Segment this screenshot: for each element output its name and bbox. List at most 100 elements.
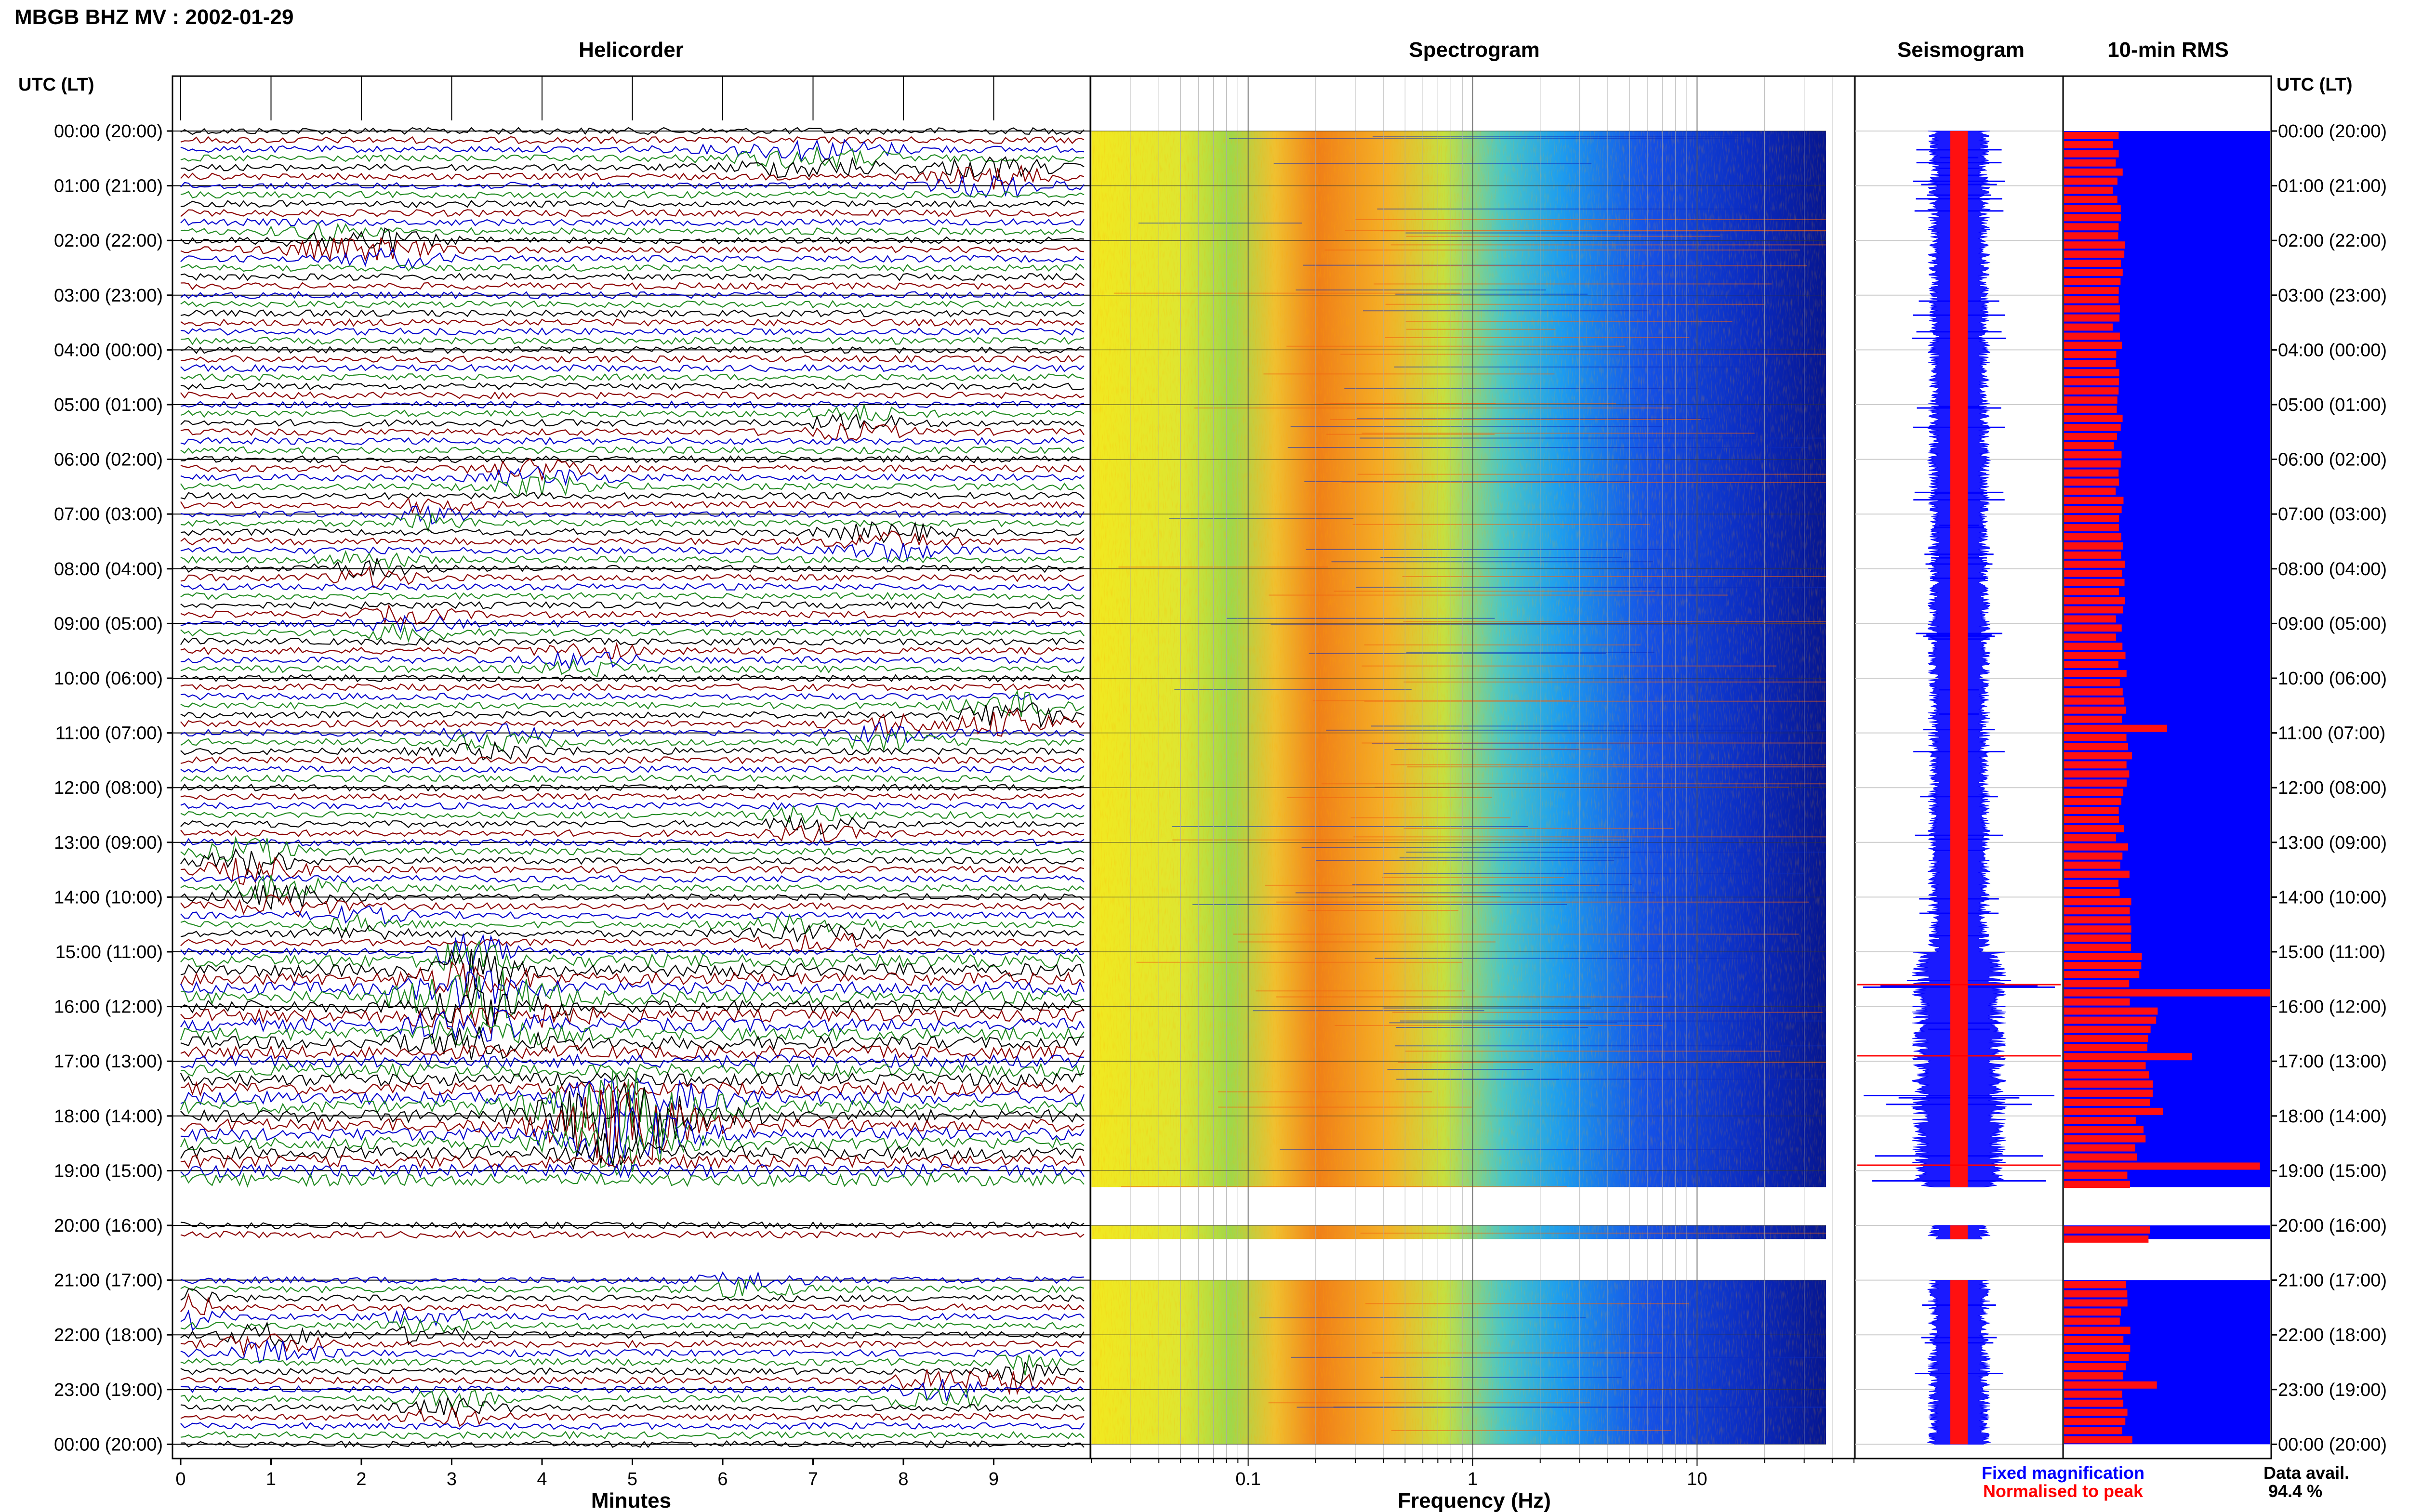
rms-bar (2064, 332, 2120, 340)
helicorder-trace-line (180, 1308, 1085, 1331)
rms-bar (2064, 1053, 2192, 1061)
rms-bar (2064, 633, 2117, 641)
helicorder-trace-line (180, 1230, 1085, 1239)
rms-bar (2064, 277, 2121, 285)
helicorder-trace-line (180, 291, 1085, 300)
helicorder-trace-line (180, 282, 1085, 290)
time-tick-label-right: 19:00 (15:00) (2278, 1161, 2387, 1181)
rms-bar (2064, 186, 2113, 194)
time-tick-label-left: 12:00 (08:00) (54, 778, 163, 798)
rms-bar (2064, 1107, 2163, 1115)
helicorder-trace-line (180, 884, 1085, 911)
rms-bar (2064, 597, 2125, 605)
time-tick-label-right: 09:00 (05:00) (2278, 614, 2387, 634)
helicorder-trace-line (180, 756, 1085, 765)
rms-bar (2064, 1363, 2126, 1370)
helicorder-trace-line (180, 604, 1085, 625)
time-tick-label-left: 19:00 (15:00) (54, 1161, 163, 1181)
time-tick-label-left: 00:00 (20:00) (54, 121, 163, 142)
helicorder-trace-line (180, 689, 1085, 717)
helicorder-trace-line (180, 1172, 1085, 1188)
rms-bar (2064, 789, 2124, 796)
helicorder-trace-line (180, 1019, 1085, 1046)
helicorder-trace-line (180, 838, 1085, 847)
rms-bar (2064, 177, 2118, 185)
seismogram-traces (1857, 131, 2061, 1445)
helicorder-trace-line (180, 592, 1085, 601)
rms-bar (2064, 469, 2119, 477)
time-tick-label-left: 07:00 (03:00) (54, 504, 163, 525)
helicorder-trace-line (180, 1124, 1085, 1176)
rms-bar (2064, 241, 2125, 249)
time-tick-label-right: 17:00 (13:00) (2278, 1052, 2387, 1072)
rms-bar (2064, 752, 2132, 760)
helicorder-trace-line (180, 191, 1085, 199)
rms-bar (2064, 423, 2121, 431)
helicorder-trace-line (180, 949, 1085, 991)
rms-bar (2064, 1162, 2260, 1170)
helicorder-trace-line (180, 1026, 1085, 1060)
rms-bar (2064, 807, 2119, 814)
rms-bar (2064, 934, 2131, 942)
rms-bar (2064, 1345, 2131, 1353)
rms-bars (2064, 131, 2270, 1445)
rms-bar (2064, 1117, 2136, 1124)
helicorder-trace-line (180, 1293, 1085, 1315)
rms-bar (2064, 542, 2123, 550)
helicorder-trace-line (180, 815, 1085, 835)
helicorder-trace-line (180, 1003, 1085, 1034)
rms-bar (2064, 196, 2118, 203)
rms-bar (2064, 569, 2122, 577)
helicorder-trace-line (180, 874, 1085, 883)
rms-bar (2064, 1098, 2150, 1106)
rms-bar (2064, 260, 2121, 267)
helicorder-trace-line (180, 156, 1085, 180)
rms-bar (2064, 1135, 2146, 1143)
rms-bar (2064, 396, 2118, 404)
time-tick-label-right: 00:00 (20:00) (2278, 121, 2387, 142)
rms-bar (2064, 615, 2116, 623)
helicorder-trace-line (180, 421, 1085, 441)
time-tick-label-right: 10:00 (06:00) (2278, 669, 2387, 689)
helicorder-trace-line (180, 802, 1085, 810)
helicorder-trace-line (180, 848, 1085, 877)
rms-bar (2064, 953, 2142, 960)
helicorder-grid (172, 76, 1090, 1445)
rms-bar (2064, 524, 2119, 532)
rms-bar (2064, 1226, 2150, 1234)
helicorder-x-tick-label: 8 (898, 1469, 908, 1489)
time-tick-label-left: 08:00 (04:00) (54, 559, 163, 579)
time-tick-label-right: 04:00 (00:00) (2278, 340, 2387, 360)
helicorder-trace-line (180, 466, 1085, 487)
helicorder-x-label: Minutes (591, 1489, 671, 1512)
rms-bar (2064, 1126, 2144, 1133)
time-tick-label-right: 03:00 (23:00) (2278, 286, 2387, 306)
rms-bar (2064, 1181, 2130, 1188)
helicorder-trace-line (180, 237, 1085, 262)
rms-bar (2064, 1408, 2128, 1416)
legend-normalised-to-peak: Normalised to peak (1983, 1481, 2144, 1501)
seismogram-normalised-trace (1950, 1280, 1968, 1445)
rms-bar (2064, 1399, 2124, 1407)
rms-bar (2064, 1390, 2122, 1398)
rms-bar (2064, 387, 2119, 395)
helicorder-trace-line (180, 730, 1085, 753)
time-tick-label-right: 12:00 (08:00) (2278, 778, 2387, 798)
helicorder-trace-line (180, 346, 1085, 354)
helicorder-trace-line (180, 905, 1085, 924)
rms-bar (2064, 132, 2119, 139)
helicorder-trace-line (180, 474, 1085, 498)
rms-bar (2064, 1071, 2149, 1079)
helicorder-trace-line (180, 327, 1085, 336)
helicorder-trace-line (180, 856, 1085, 885)
spectrogram-texture (1091, 131, 1826, 1187)
helicorder-trace-line (180, 740, 1085, 761)
time-tick-label-left: 11:00 (07:00) (55, 723, 163, 744)
helicorder-trace-line (180, 622, 1085, 643)
rms-bar (2064, 1436, 2132, 1444)
helicorder-trace-line (180, 263, 1085, 272)
helicorder-trace-line (180, 565, 1085, 588)
spectrogram-texture (1091, 1225, 1826, 1239)
time-labels-left: 00:00 (20:00) 01:00 (21:00) 02:00 (22:00) 0… (54, 121, 172, 1455)
helicorder-trace-line (180, 318, 1085, 327)
